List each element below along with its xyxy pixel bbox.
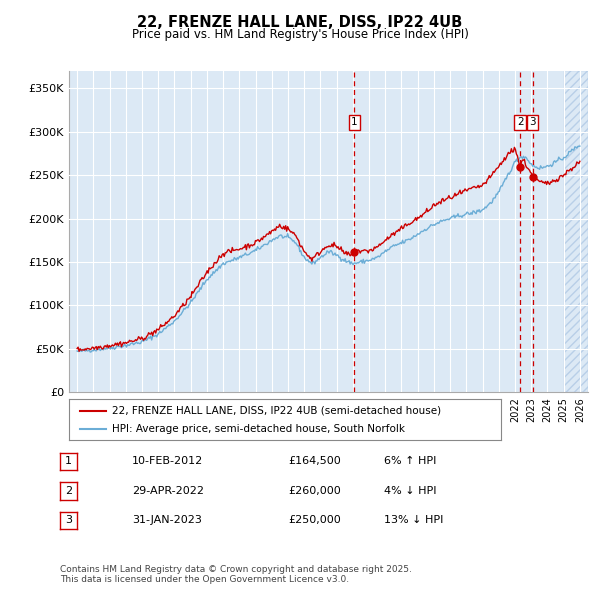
- Text: 10-FEB-2012: 10-FEB-2012: [132, 457, 203, 466]
- Text: £250,000: £250,000: [288, 516, 341, 525]
- Text: £164,500: £164,500: [288, 457, 341, 466]
- Text: 2: 2: [65, 486, 72, 496]
- Text: 22, FRENZE HALL LANE, DISS, IP22 4UB: 22, FRENZE HALL LANE, DISS, IP22 4UB: [137, 15, 463, 30]
- Text: 31-JAN-2023: 31-JAN-2023: [132, 516, 202, 525]
- Text: £260,000: £260,000: [288, 486, 341, 496]
- Text: 1: 1: [65, 457, 72, 466]
- Text: 29-APR-2022: 29-APR-2022: [132, 486, 204, 496]
- Text: 3: 3: [529, 117, 536, 127]
- Text: Contains HM Land Registry data © Crown copyright and database right 2025.
This d: Contains HM Land Registry data © Crown c…: [60, 565, 412, 584]
- Text: 22, FRENZE HALL LANE, DISS, IP22 4UB (semi-detached house): 22, FRENZE HALL LANE, DISS, IP22 4UB (se…: [112, 406, 442, 416]
- Text: HPI: Average price, semi-detached house, South Norfolk: HPI: Average price, semi-detached house,…: [112, 424, 405, 434]
- Text: Price paid vs. HM Land Registry's House Price Index (HPI): Price paid vs. HM Land Registry's House …: [131, 28, 469, 41]
- Text: 1: 1: [351, 117, 358, 127]
- Text: 4% ↓ HPI: 4% ↓ HPI: [384, 486, 437, 496]
- Text: 2: 2: [517, 117, 524, 127]
- Text: 3: 3: [65, 516, 72, 525]
- Text: 13% ↓ HPI: 13% ↓ HPI: [384, 516, 443, 525]
- Text: 6% ↑ HPI: 6% ↑ HPI: [384, 457, 436, 466]
